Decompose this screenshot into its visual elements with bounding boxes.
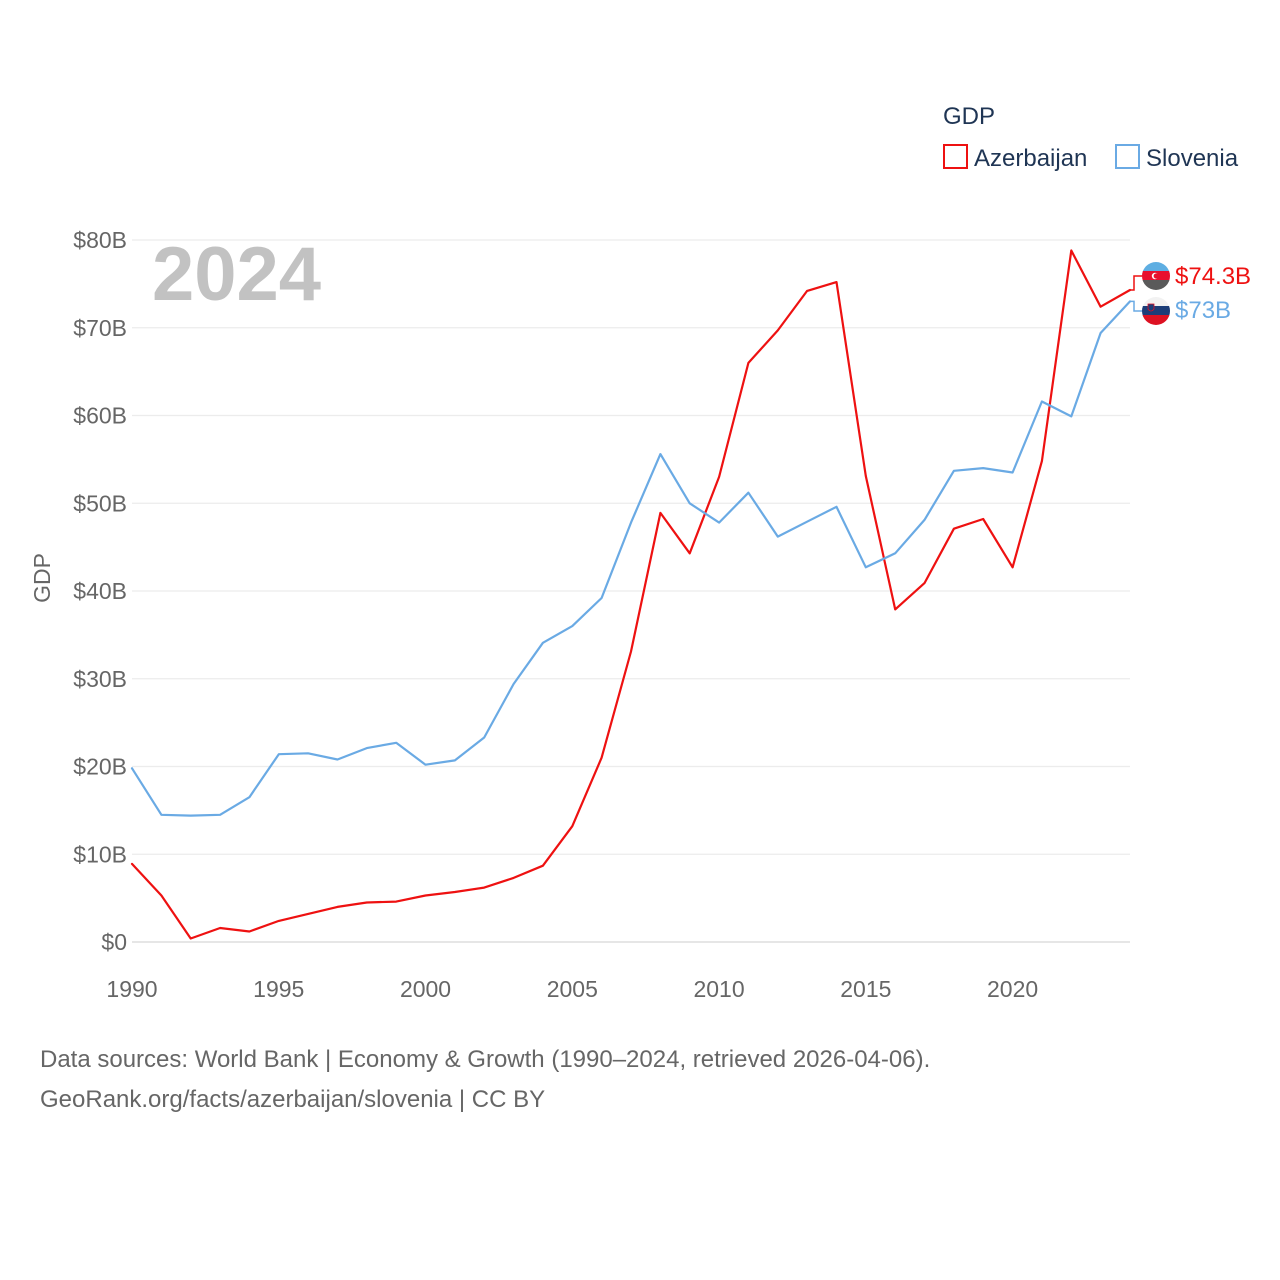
end-connector-slovenia [1130, 300, 1142, 312]
y-tick-label: $0 [101, 929, 127, 955]
x-tick-label: 2010 [693, 976, 744, 1002]
footer-sources: Data sources: World Bank | Economy & Gro… [40, 1046, 931, 1073]
y-tick-label: $10B [73, 841, 127, 867]
legend-label-slovenia[interactable]: Slovenia [1146, 145, 1239, 172]
y-tick-label: $80B [73, 227, 127, 253]
series-line-azerbaijan [130, 249, 1132, 940]
x-tick-label: 2005 [547, 976, 598, 1002]
y-tick-label: $20B [73, 754, 127, 780]
legend[interactable]: GDP Azerbaijan Slovenia [943, 103, 1239, 172]
y-tick-label: $70B [73, 315, 127, 341]
y-tick-label: $50B [73, 490, 127, 516]
y-tick-label: $30B [73, 666, 127, 692]
x-tick-label: 1990 [106, 976, 157, 1002]
y-tick-label: $60B [73, 403, 127, 429]
footer-source-note: Data sources: World Bank | Economy & Gro… [40, 1040, 930, 1120]
y-axis-title: GDP [29, 553, 55, 603]
end-label-azerbaijan: $74.3B [1130, 262, 1251, 291]
end-value-slovenia: $73B [1175, 297, 1231, 324]
x-tick-label: 2020 [987, 976, 1038, 1002]
azerbaijan-flag-icon [1142, 262, 1170, 290]
end-label-slovenia: $73B [1130, 297, 1231, 325]
slovenia-flag-icon [1142, 297, 1170, 325]
end-value-azerbaijan: $74.3B [1175, 263, 1251, 290]
x-tick-label: 1995 [253, 976, 304, 1002]
legend-swatch-slovenia[interactable] [1115, 144, 1140, 169]
end-connector-azerbaijan [1130, 275, 1142, 291]
y-axis-ticks: $0 $10B $20B $30B $40B $50B $60B $70B $80B [73, 227, 127, 955]
x-axis-ticks: 1990 1995 2000 2005 2010 2015 2020 [106, 976, 1038, 1002]
x-tick-label: 2000 [400, 976, 451, 1002]
year-overlay: 2024 [152, 232, 321, 317]
footer-attribution[interactable]: GeoRank.org/facts/azerbaijan/slovenia | … [40, 1086, 546, 1113]
legend-swatch-azerbaijan[interactable] [943, 144, 968, 169]
y-tick-label: $40B [73, 578, 127, 604]
gridlines [132, 239, 1130, 943]
x-tick-label: 2015 [840, 976, 891, 1002]
series-line-slovenia [130, 300, 1132, 817]
legend-title: GDP [943, 103, 995, 130]
legend-label-azerbaijan[interactable]: Azerbaijan [974, 145, 1087, 172]
series-lines [130, 249, 1132, 940]
